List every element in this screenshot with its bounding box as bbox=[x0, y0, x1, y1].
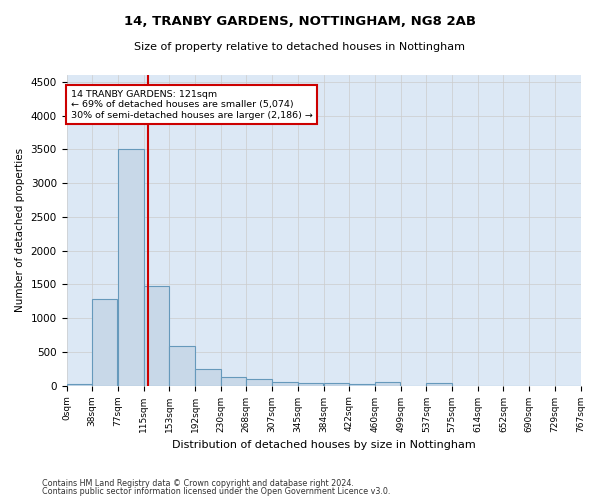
X-axis label: Distribution of detached houses by size in Nottingham: Distribution of detached houses by size … bbox=[172, 440, 475, 450]
Bar bbox=[246, 380, 272, 386]
Text: Size of property relative to detached houses in Nottingham: Size of property relative to detached ho… bbox=[134, 42, 466, 52]
Bar bbox=[298, 383, 323, 386]
Bar bbox=[324, 383, 349, 386]
Text: Contains HM Land Registry data © Crown copyright and database right 2024.: Contains HM Land Registry data © Crown c… bbox=[42, 478, 354, 488]
Bar bbox=[169, 346, 194, 386]
Text: Contains public sector information licensed under the Open Government Licence v3: Contains public sector information licen… bbox=[42, 487, 391, 496]
Bar bbox=[375, 382, 400, 386]
Bar bbox=[427, 383, 452, 386]
Bar bbox=[349, 384, 375, 386]
Bar bbox=[67, 384, 92, 386]
Text: 14, TRANBY GARDENS, NOTTINGHAM, NG8 2AB: 14, TRANBY GARDENS, NOTTINGHAM, NG8 2AB bbox=[124, 15, 476, 28]
Bar bbox=[92, 299, 118, 386]
Bar bbox=[118, 150, 143, 386]
Bar bbox=[143, 286, 169, 386]
Bar bbox=[272, 382, 298, 386]
Bar bbox=[195, 370, 221, 386]
Text: 14 TRANBY GARDENS: 121sqm
← 69% of detached houses are smaller (5,074)
30% of se: 14 TRANBY GARDENS: 121sqm ← 69% of detac… bbox=[71, 90, 313, 120]
Y-axis label: Number of detached properties: Number of detached properties bbox=[15, 148, 25, 312]
Bar bbox=[221, 378, 246, 386]
